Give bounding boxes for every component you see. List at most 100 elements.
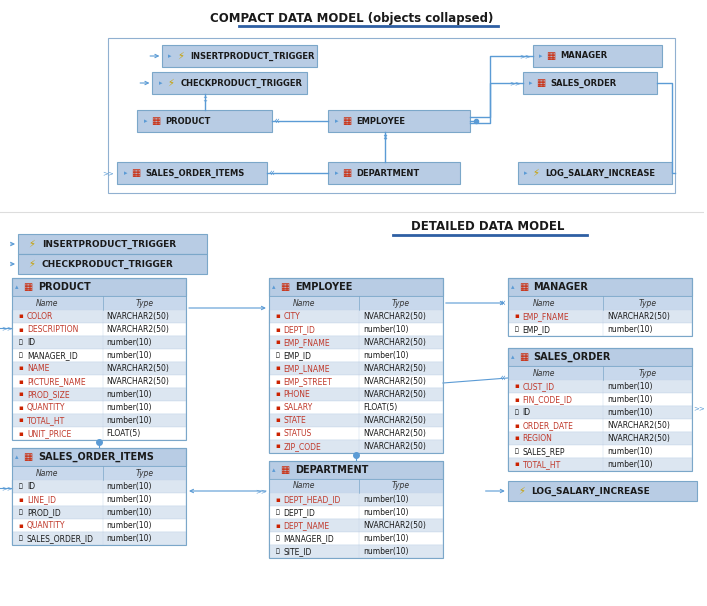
Text: LOG_SALARY_INCREASE: LOG_SALARY_INCREASE [546, 168, 655, 178]
Text: MANAGER_ID: MANAGER_ID [284, 534, 334, 543]
Bar [269, 506, 443, 519]
Text: ▴: ▴ [511, 354, 515, 360]
Text: EMP_FNAME: EMP_FNAME [522, 312, 569, 321]
Bar [12, 466, 186, 480]
Text: ▦: ▦ [519, 352, 528, 362]
Text: SALES_ORDER: SALES_ORDER [534, 352, 611, 362]
Text: 👤: 👤 [19, 353, 23, 358]
Text: ▪: ▪ [18, 327, 23, 333]
Text: ID: ID [27, 482, 35, 491]
Text: ▪: ▪ [18, 522, 23, 528]
Text: number(10): number(10) [363, 325, 409, 334]
Text: «: « [500, 373, 506, 383]
Text: ⚡: ⚡ [28, 259, 35, 269]
Bar [508, 348, 692, 471]
Text: ▪: ▪ [514, 422, 519, 428]
Text: NVARCHAR2(50): NVARCHAR2(50) [363, 364, 426, 373]
Text: >>: >> [103, 170, 115, 176]
Text: MANAGER: MANAGER [534, 282, 588, 292]
Text: DETAILED DATA MODEL: DETAILED DATA MODEL [411, 220, 564, 233]
Text: ▸: ▸ [524, 170, 527, 176]
Text: ▦: ▦ [519, 282, 528, 292]
Text: ▪: ▪ [514, 384, 519, 390]
Bar [12, 448, 186, 466]
Text: 🔑: 🔑 [515, 410, 518, 415]
Text: ▪: ▪ [275, 430, 280, 436]
Bar [269, 461, 443, 558]
Text: ▪: ▪ [275, 496, 280, 502]
Bar [508, 278, 692, 336]
Text: number(10): number(10) [107, 495, 152, 504]
Text: ▴: ▴ [15, 284, 18, 290]
Bar [12, 448, 186, 545]
Text: PHONE: PHONE [284, 390, 310, 399]
Bar [508, 296, 692, 310]
Bar [12, 427, 186, 440]
Text: number(10): number(10) [607, 325, 653, 334]
Text: CHECKPRODUCT_TRIGGER: CHECKPRODUCT_TRIGGER [180, 78, 302, 88]
Bar [508, 445, 692, 458]
Text: Type: Type [392, 482, 410, 490]
Bar [269, 440, 443, 453]
Text: ▦: ▦ [341, 116, 351, 126]
Text: 👤: 👤 [276, 536, 279, 541]
Bar [518, 162, 672, 184]
Text: ▦: ▦ [536, 78, 545, 88]
Bar [329, 162, 460, 184]
Text: number(10): number(10) [363, 351, 409, 360]
Text: number(10): number(10) [107, 508, 152, 517]
Bar [269, 427, 443, 440]
Text: ⚡: ⚡ [532, 168, 539, 178]
Bar [12, 362, 186, 375]
Text: NVARCHAR2(50): NVARCHAR2(50) [363, 338, 426, 347]
Text: PICTURE_NAME: PICTURE_NAME [27, 377, 86, 386]
Text: «: « [268, 168, 274, 178]
Text: Name: Name [35, 468, 58, 478]
Text: 👤: 👤 [19, 536, 23, 541]
Text: Type: Type [392, 299, 410, 307]
Bar [269, 461, 443, 479]
Text: SALES_ORDER_ID: SALES_ORDER_ID [27, 534, 94, 543]
Text: QUANTITY: QUANTITY [27, 403, 65, 412]
Bar [269, 349, 443, 362]
Text: SALARY: SALARY [284, 403, 313, 412]
Text: NVARCHAR2(50): NVARCHAR2(50) [363, 442, 426, 451]
Bar [269, 296, 443, 310]
Text: ⚡: ⚡ [177, 51, 184, 61]
Text: ▪: ▪ [18, 418, 23, 424]
Text: Type: Type [638, 299, 657, 307]
Bar [269, 388, 443, 401]
Text: number(10): number(10) [107, 416, 152, 425]
Text: CHECKPRODUCT_TRIGGER: CHECKPRODUCT_TRIGGER [42, 259, 173, 268]
Text: ▸: ▸ [334, 170, 338, 176]
Text: ▪: ▪ [275, 404, 280, 410]
Text: >>: >> [519, 53, 530, 59]
Text: ▪: ▪ [18, 365, 23, 371]
Text: ▪: ▪ [275, 418, 280, 424]
Bar [269, 310, 443, 323]
Bar [269, 362, 443, 375]
Bar [508, 278, 692, 296]
Bar [269, 401, 443, 414]
Text: >>: >> [509, 80, 520, 86]
Text: TOTAL_HT: TOTAL_HT [522, 460, 561, 469]
Text: ▪: ▪ [18, 313, 23, 319]
Text: ▪: ▪ [514, 436, 519, 442]
Bar [269, 375, 443, 388]
Text: DEPARTMENT: DEPARTMENT [295, 465, 368, 475]
Text: ▦: ▦ [280, 465, 289, 475]
Text: number(10): number(10) [107, 338, 152, 347]
Text: NVARCHAR2(50): NVARCHAR2(50) [363, 521, 426, 530]
Text: PRODUCT: PRODUCT [38, 282, 90, 292]
Text: ▦: ▦ [151, 116, 160, 126]
Text: NAME: NAME [27, 364, 49, 373]
Bar [12, 323, 186, 336]
Bar [12, 506, 186, 519]
Bar [508, 393, 692, 406]
Text: ▪: ▪ [275, 327, 280, 333]
Text: ▸: ▸ [158, 80, 162, 86]
Text: SALES_ORDER: SALES_ORDER [551, 78, 617, 88]
Bar [508, 481, 697, 501]
Text: NVARCHAR2(50): NVARCHAR2(50) [107, 325, 170, 334]
Text: number(10): number(10) [363, 547, 409, 556]
